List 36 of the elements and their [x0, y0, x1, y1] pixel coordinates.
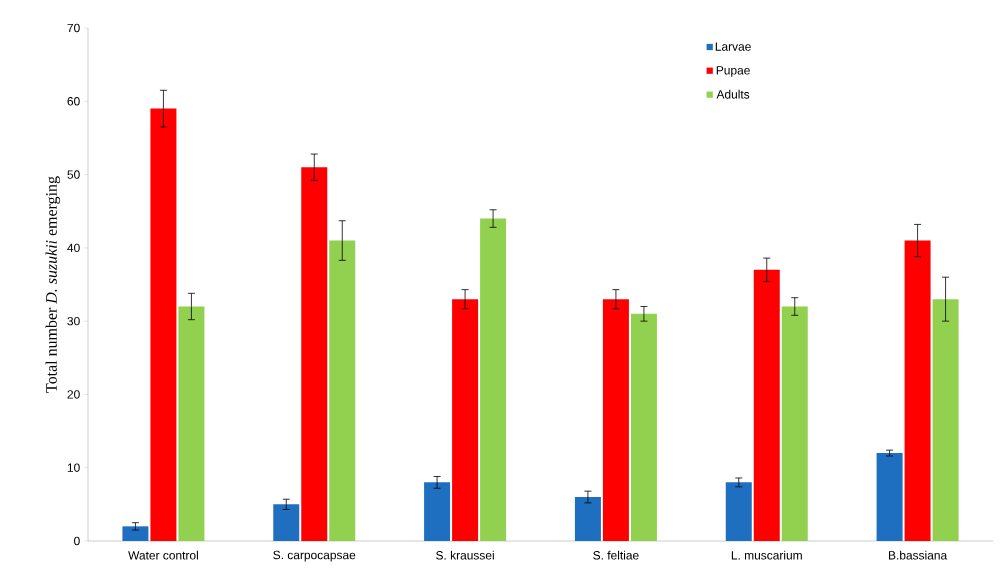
y-tick-label: 30 [67, 316, 80, 326]
legend-label: Adults [716, 89, 750, 99]
bar [753, 269, 780, 541]
y-tick-label: 70 [67, 23, 80, 33]
bar [301, 167, 328, 541]
legend-label: Pupae [716, 66, 750, 77]
x-tick-label: S. carpocapsae [273, 550, 356, 562]
bar [574, 497, 601, 541]
y-axis-title: Total number D. suzukii emerging [45, 176, 61, 393]
y-tick-label: 60 [67, 97, 80, 106]
bar [452, 299, 479, 541]
bar [904, 240, 931, 541]
bar [876, 453, 903, 541]
bar [781, 306, 808, 541]
bar [329, 240, 356, 541]
bar [932, 299, 959, 541]
legend-label: Larvae [715, 42, 751, 51]
bar [630, 313, 657, 541]
x-tick-label: Water control [128, 550, 198, 560]
bar [178, 306, 205, 541]
bar [480, 218, 507, 541]
bar [273, 504, 300, 541]
y-tick-label: 0 [74, 536, 80, 546]
y-tick-label: 20 [67, 390, 80, 399]
x-tick-label: S. kraussei [436, 550, 494, 560]
y-tick-label: 10 [67, 463, 80, 472]
bar [602, 299, 629, 541]
bar [424, 482, 451, 541]
x-tick-label: S. feltiae [593, 550, 639, 560]
bar [122, 526, 149, 541]
y-tick-label: 40 [67, 243, 80, 253]
bar [150, 108, 177, 541]
bar [725, 482, 752, 541]
y-tick-label: 50 [67, 170, 80, 179]
x-tick-label: B.bassiana [889, 550, 948, 560]
x-tick-label: L. muscarium [731, 550, 802, 560]
